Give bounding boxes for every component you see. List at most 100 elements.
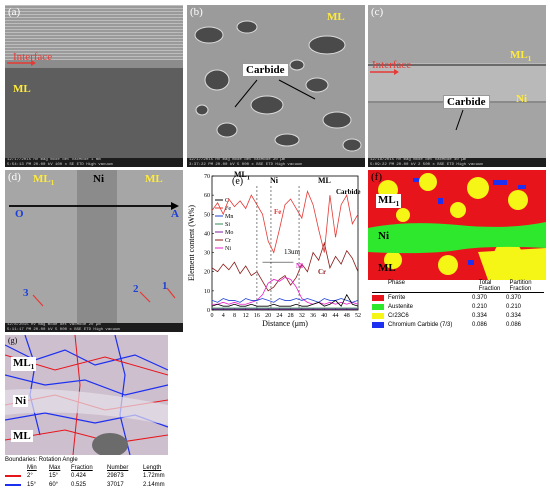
panel-d-point-o: O xyxy=(15,208,24,220)
length-header: Length xyxy=(143,465,162,471)
legend-label-c: C xyxy=(225,198,229,204)
x-tick-label: 52 xyxy=(355,313,361,319)
panel-b-infobar: 12/17/2015 HV mag mode det vacMode 20 µm… xyxy=(187,158,365,167)
phase-row: Austenite 0.210 0.210 xyxy=(372,302,544,311)
boundary-max: 15° xyxy=(49,472,59,479)
x-tick-label: 44 xyxy=(333,313,339,319)
panel-d-ni: Ni xyxy=(93,173,104,185)
panel-b-carbide: Carbide xyxy=(242,63,289,77)
chart-series xyxy=(211,189,359,310)
panel-a-interface: Interface xyxy=(13,51,53,63)
panel-g-label: (g) xyxy=(8,336,18,345)
panel-d-point-3: 3 xyxy=(23,287,29,299)
panel-f-phase-table: Phase Total Fraction Partition Fraction … xyxy=(372,280,544,329)
boundary-number: 29873 xyxy=(107,472,124,479)
phase-partition: 0.334 xyxy=(506,312,522,319)
legend-label-mn: Mn xyxy=(225,214,233,220)
y-tick-label: 70 xyxy=(204,174,210,180)
y-tick-label: 50 xyxy=(204,212,210,218)
phase-partition: 0.086 xyxy=(506,321,522,328)
panel-d-ml: ML xyxy=(145,173,163,185)
panel-b: (b) ML Carbide 12/17/2015 HV mag mode de… xyxy=(187,5,365,167)
panel-d-point-2: 2 xyxy=(133,283,139,295)
series-line-cr xyxy=(211,241,359,292)
phase-total: 0.334 xyxy=(472,312,488,319)
boundary-rows: 2° 15° 0.424 29873 1.72mm 15° 60° 0.525 37017 2.1… xyxy=(5,471,205,489)
y-tick-label: 40 xyxy=(204,231,210,237)
x-tick-label: 48 xyxy=(344,313,350,319)
phase-name: Chromium Carbide (7/3) xyxy=(388,321,453,328)
panel-e-label: (e) xyxy=(232,176,244,187)
panel-d-micrograph xyxy=(5,170,183,332)
series-line-mn xyxy=(211,298,359,303)
y-tick-label: 20 xyxy=(204,270,210,276)
panel-e-fe-label: Fe xyxy=(274,208,282,216)
panel-d-label: (d) xyxy=(8,171,21,183)
phase-name: Cr23C6 xyxy=(388,312,409,319)
x-tick-label: 16 xyxy=(254,313,260,319)
phase-swatch xyxy=(372,294,384,301)
phase-partition: 0.370 xyxy=(506,294,522,301)
panel-e-ni: Ni xyxy=(270,176,278,185)
panel-e-cr-label: Cr xyxy=(318,268,327,276)
boundary-row: 2° 15° 0.424 29873 1.72mm xyxy=(5,471,205,480)
boundary-max: 60° xyxy=(49,481,59,488)
phase-name: Austenite xyxy=(388,303,414,310)
panel-d-point-a: A xyxy=(171,208,179,220)
x-tick-label: 24 xyxy=(276,313,282,319)
panel-b-label: (b) xyxy=(190,6,203,18)
panel-d-ml1: ML1 xyxy=(33,173,55,188)
x-axis-label: Distance (μm) xyxy=(262,319,308,328)
panel-g-ni: Ni xyxy=(13,395,28,407)
max-header: Max xyxy=(49,465,61,471)
boundary-min: 2° xyxy=(27,472,33,479)
panel-e: 0 4 8 12 16 20 24 28 32 36 40 44 48 52 0 10 20 30 40 50 60 70… xyxy=(186,170,366,340)
panel-a-label: (a) xyxy=(8,6,21,18)
phase-row: Chromium Carbide (7/3) 0.086 0.086 xyxy=(372,320,544,329)
y-tick-label: 60 xyxy=(204,193,210,199)
boundary-length: 1.72mm xyxy=(143,472,165,479)
phase-swatch xyxy=(372,303,384,310)
x-tick-label: 12 xyxy=(243,313,249,319)
phase-name: Ferrite xyxy=(388,294,406,301)
panel-e-ml1: ML1 xyxy=(234,170,250,182)
panel-f-phase-map xyxy=(368,170,546,280)
y-tick-label: 30 xyxy=(204,251,210,257)
legend-label-fe: Fe xyxy=(225,206,231,212)
x-tick-label: 40 xyxy=(321,313,327,319)
legend-label-cr: Cr xyxy=(225,238,231,244)
panel-d-point-1: 1 xyxy=(162,280,168,292)
number-header: Number xyxy=(107,465,129,471)
panel-c-micrograph xyxy=(368,5,546,167)
panel-d: (d) ML1 Ni ML O A 3 2 1 12/8/2015 HV mag… xyxy=(5,170,183,332)
phase-header: Phase xyxy=(388,280,406,286)
y-tick-label: 0 xyxy=(207,308,210,314)
phase-row: Cr23C6 0.334 0.334 xyxy=(372,311,544,320)
panel-b-micrograph xyxy=(187,5,365,167)
panel-g-ml1: ML1 xyxy=(11,357,37,372)
panel-e-chart: 0 4 8 12 16 20 24 28 32 36 40 44 48 52010203040506070… xyxy=(187,174,361,328)
panel-a: (a) Interface ML 12/17/2015 HV mag mode … xyxy=(5,5,183,167)
phase-rows: Ferrite 0.370 0.370 Austenite 0.210 0.210 Cr23… xyxy=(372,293,544,329)
x-tick-label: 4 xyxy=(222,313,225,319)
chart-axes: 0 4 8 12 16 20 24 28 32 36 40 44 48 52010203040506070… xyxy=(187,174,361,328)
panel-f-ml1: ML1 xyxy=(376,194,402,209)
panel-b-ml: ML xyxy=(327,11,345,23)
x-tick-label: 8 xyxy=(233,313,236,319)
panel-e-carbide: Carbide xyxy=(336,188,361,196)
phase-total: 0.370 xyxy=(472,294,488,301)
x-tick-label: 36 xyxy=(310,313,316,319)
panel-c-ni: Ni xyxy=(516,93,527,105)
panel-c-label: (c) xyxy=(371,6,384,18)
y-axis-label: Element content (Wt%) xyxy=(187,205,196,281)
panel-c-carbide: Carbide xyxy=(443,95,490,109)
series-line-ni xyxy=(212,277,359,305)
phase-swatch xyxy=(372,321,384,328)
partition-header: Partition Fraction xyxy=(509,280,532,292)
boundary-min: 15° xyxy=(27,481,37,488)
phase-swatch xyxy=(372,312,384,319)
panel-f: (f) ML1 Ni ML Phase Total Fraction Parti… xyxy=(368,170,546,335)
panel-g-boundaries-table: Boundaries: Rotation Angle Min Max Fract… xyxy=(5,457,205,489)
legend-label-si: Si xyxy=(225,222,230,228)
boundaries-title: Boundaries: Rotation Angle xyxy=(5,457,78,463)
